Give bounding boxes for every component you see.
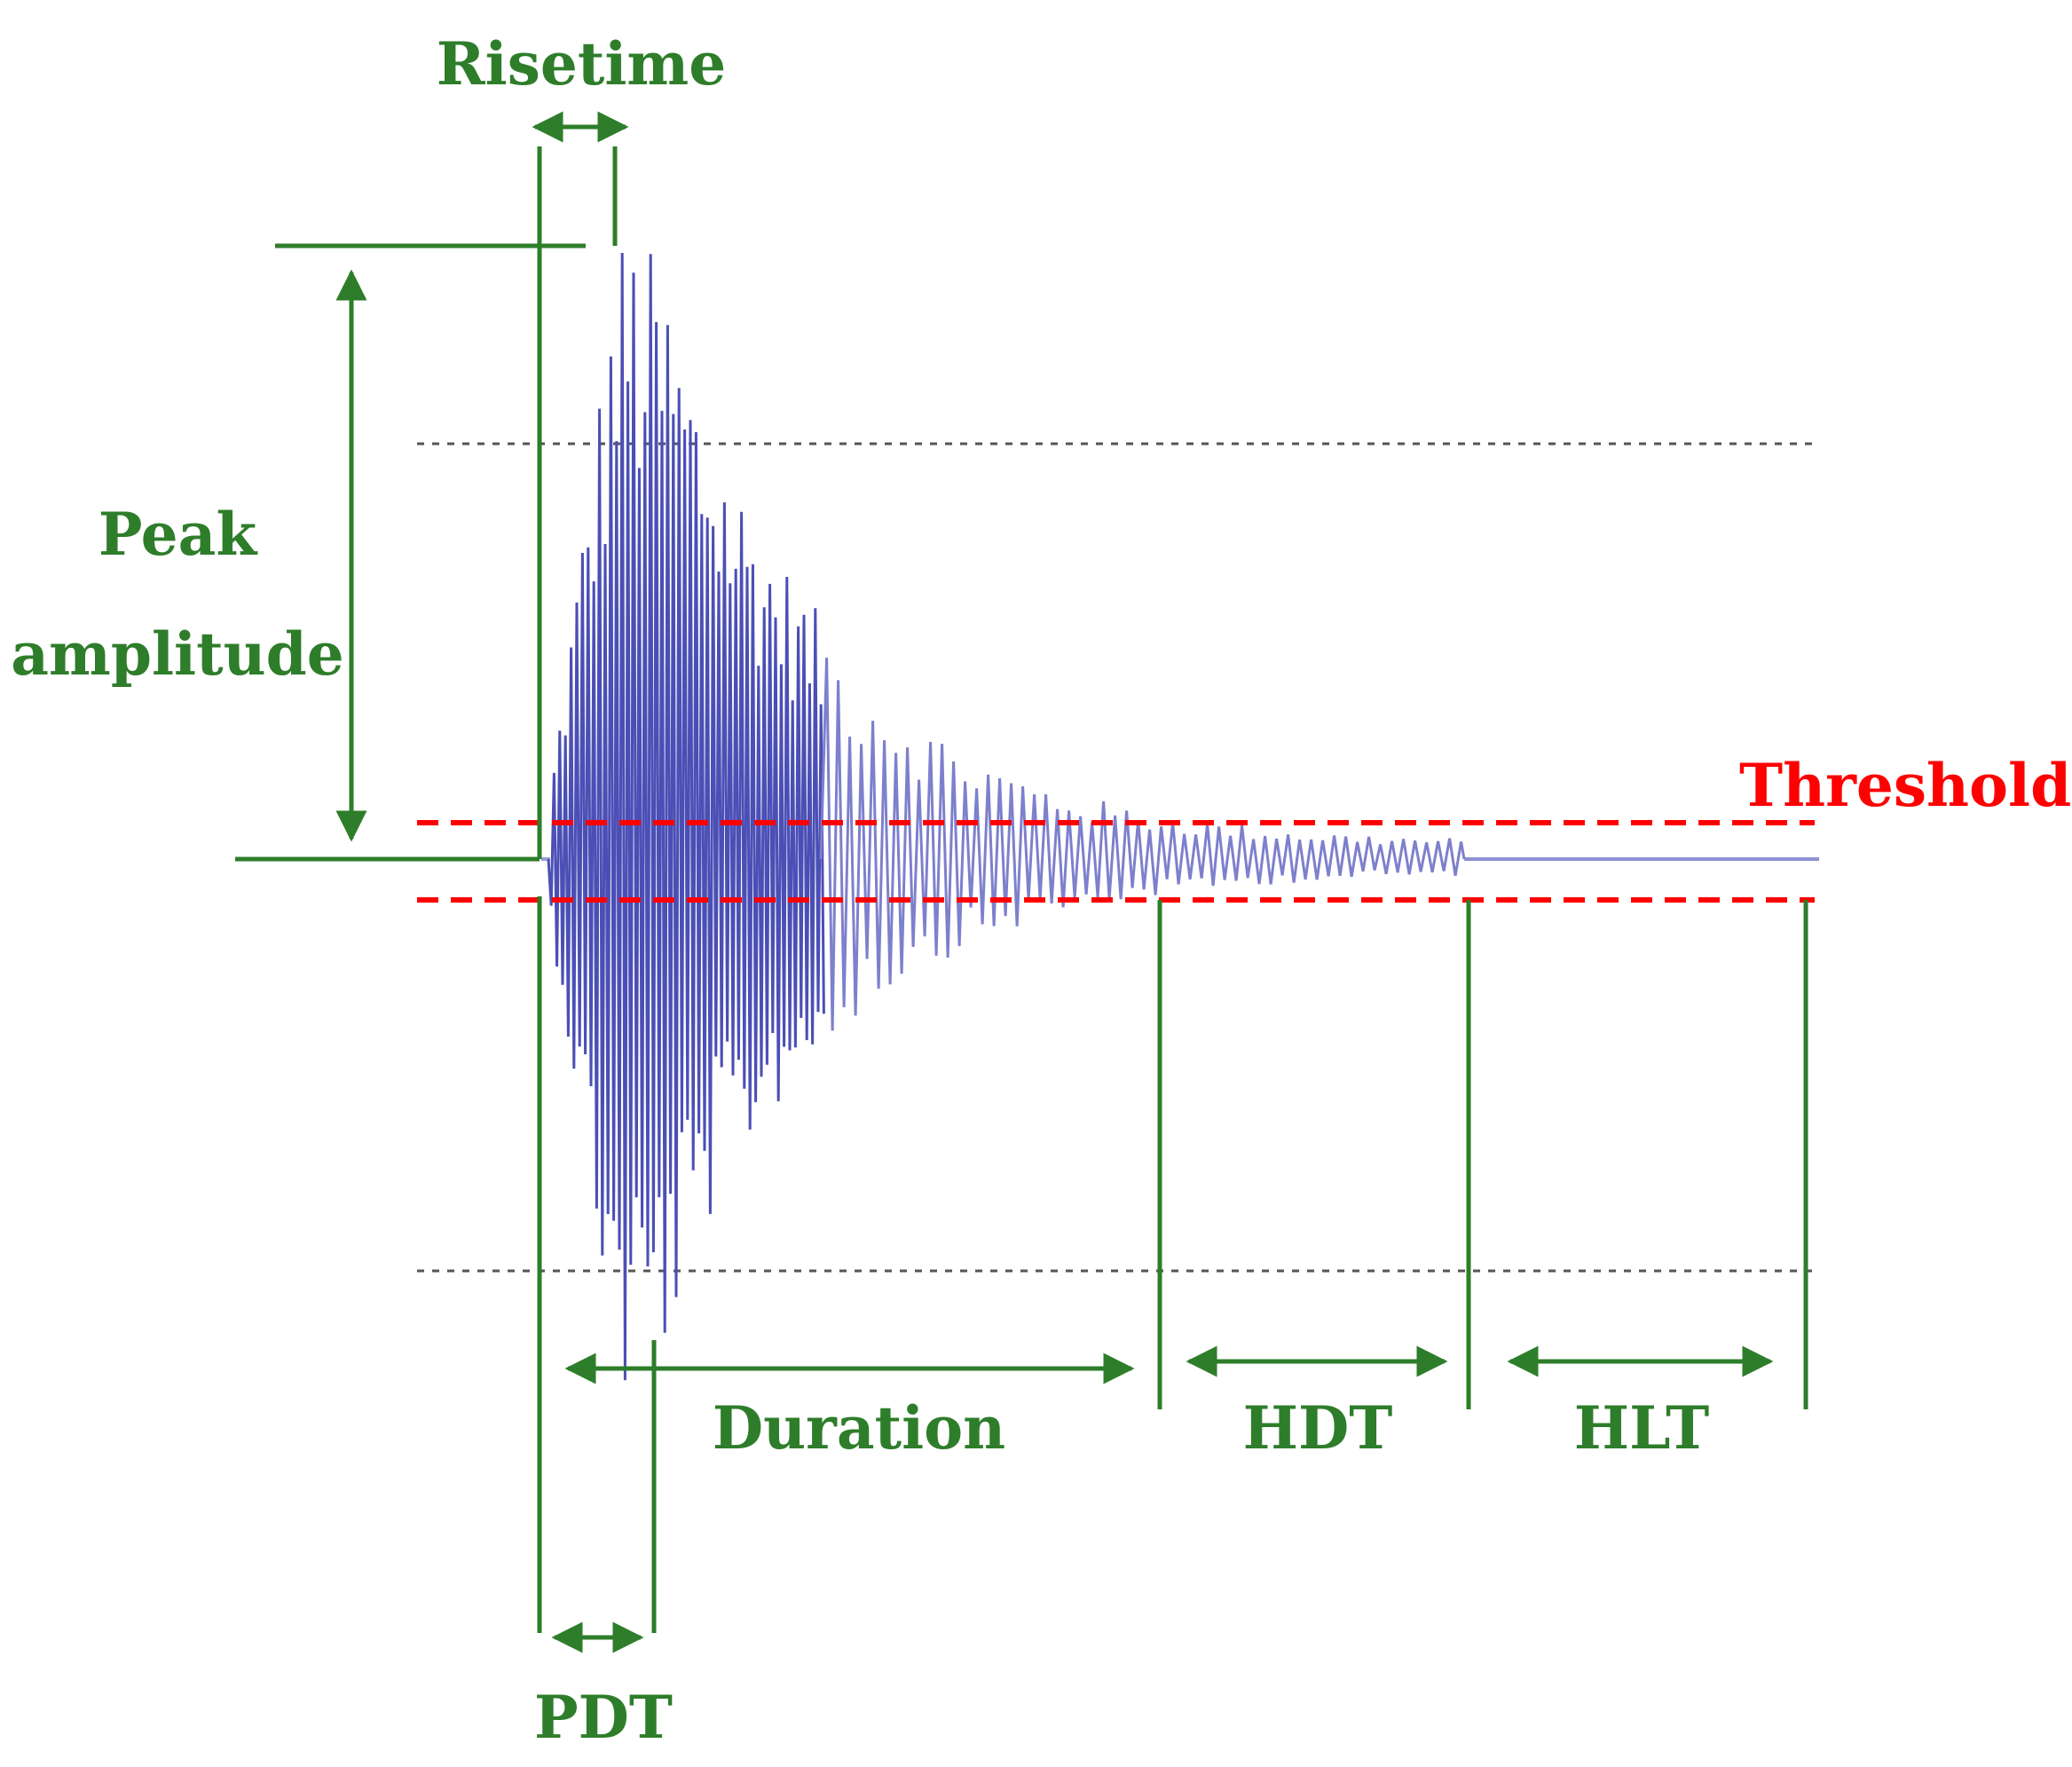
hlt-label: HLT: [1574, 1393, 1710, 1463]
peak-amplitude-label-line1: Peak: [98, 500, 258, 569]
risetime-label: Risetime: [437, 29, 726, 99]
duration-label: Duration: [713, 1393, 1005, 1463]
waveform: [417, 252, 1819, 1381]
pdt-label: PDT: [534, 1683, 673, 1752]
waveform-decay-region: [819, 658, 1466, 1031]
threshold-label: Threshold: [1739, 751, 2071, 820]
peak-amplitude-label-line2: amplitude: [11, 619, 344, 689]
hdt-label: HDT: [1243, 1393, 1393, 1463]
waveform-dense-region: [547, 252, 825, 1381]
